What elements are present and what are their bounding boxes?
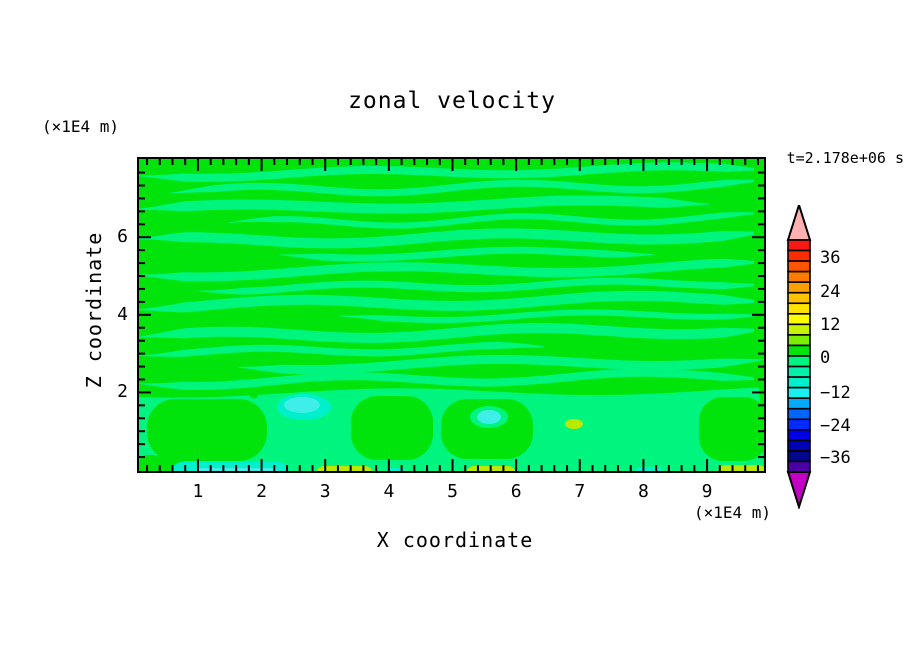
z-axis-title: Z coordinate (82, 231, 106, 389)
contour-plot-area (137, 157, 766, 473)
colorbar-tick-label: 24 (820, 282, 841, 302)
colorbar-tick-label: −12 (820, 383, 851, 403)
colorbar-bar (786, 201, 812, 511)
x-tick-label: 8 (637, 481, 649, 502)
x-tick-label: 9 (701, 481, 713, 502)
x-tick-label: 2 (256, 481, 267, 502)
plot-title: zonal velocity (348, 88, 556, 114)
x-tick-label: 4 (383, 481, 395, 502)
z-tick-label: 6 (117, 226, 128, 248)
colorbar-tick-label: −24 (820, 416, 851, 436)
zonal-velocity-field (139, 159, 764, 471)
z-tick-label: 4 (117, 303, 128, 325)
x-tick-label: 7 (574, 481, 586, 502)
x-axis-title: X coordinate (376, 528, 534, 552)
colorbar-tick-label: −36 (820, 448, 851, 468)
z-axis-unit-label: (×1E4 m) (42, 117, 120, 136)
x-axis-unit-label: (×1E4 m) (693, 503, 772, 522)
x-tick-label: 3 (319, 481, 331, 502)
colorbar-tick-label: 12 (820, 315, 841, 335)
time-annotation: t=2.178e+06 s (786, 149, 904, 167)
colorbar-tick-label: 0 (820, 348, 831, 368)
x-tick-label: 1 (192, 481, 204, 502)
z-tick-label: 2 (117, 381, 128, 403)
x-tick-label: 6 (510, 481, 522, 502)
colorbar (786, 201, 816, 511)
colorbar-tick-label: 36 (820, 248, 841, 268)
x-tick-label: 5 (447, 481, 458, 502)
